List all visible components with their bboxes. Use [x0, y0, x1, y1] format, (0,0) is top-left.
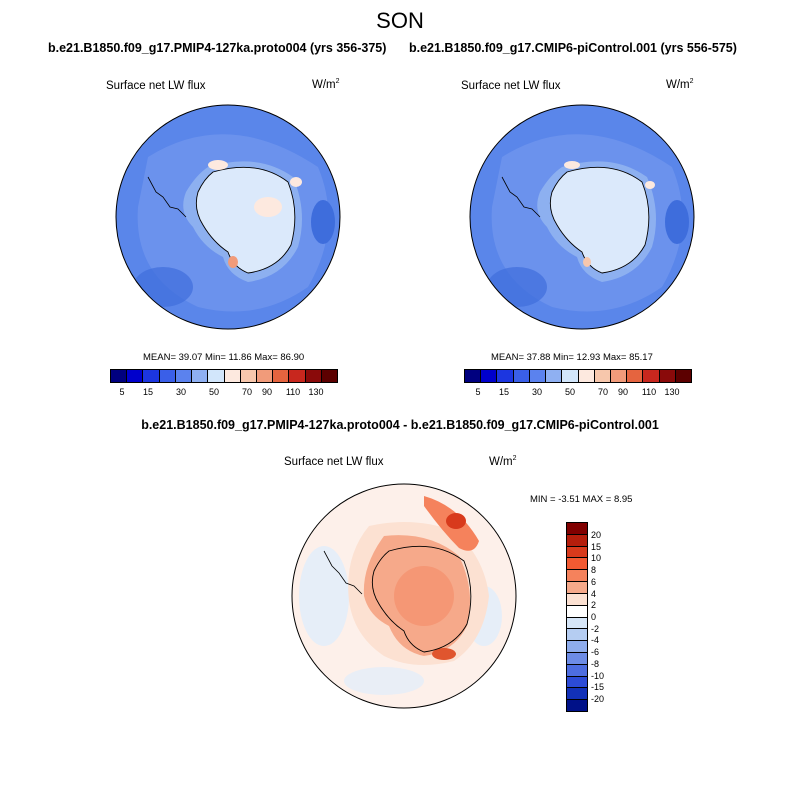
colorbar-cell — [321, 370, 338, 382]
colorbar-tick-label: -8 — [591, 659, 600, 669]
colorbar-cell — [567, 664, 587, 677]
colorbar-cell — [256, 370, 274, 382]
colorbar-tick-label: 70 — [241, 387, 253, 397]
colorbar-cell — [529, 370, 547, 382]
colorbar-tick-label: 10 — [591, 553, 602, 563]
colorbar-cell — [627, 370, 644, 382]
colorbar-tick-label: 50 — [564, 387, 576, 397]
colorbar-cell — [675, 370, 692, 382]
colorbar-cell — [567, 558, 587, 571]
colorbar-tick-label: 0 — [591, 612, 597, 622]
colorbar-cell — [546, 370, 563, 382]
panel1-polar-map — [115, 104, 341, 330]
colorbar-cell — [567, 700, 587, 711]
colorbar-tick-label: 15 — [591, 542, 602, 552]
colorbar-cell — [659, 370, 676, 382]
colorbar-tick-label: 130 — [664, 387, 680, 397]
colorbar-cell — [567, 629, 587, 642]
colorbar-tick-label: 110 — [641, 387, 657, 397]
colorbar-tick-label: 20 — [591, 530, 602, 540]
panel1-unit-label: W/m2 — [312, 78, 340, 91]
colorbar-cell — [497, 370, 514, 382]
colorbar-tick-label: -10 — [591, 671, 605, 681]
colorbar-cell — [159, 370, 176, 382]
colorbar-tick-label: -15 — [591, 682, 605, 692]
colorbar-cell — [175, 370, 193, 382]
diff-colorbar — [566, 522, 588, 712]
diff-unit-label: W/m2 — [489, 455, 517, 468]
colorbar-tick-label: 30 — [531, 387, 543, 397]
panel1-colorbar — [110, 369, 338, 383]
panel2-colorbar — [464, 369, 692, 383]
colorbar-tick-label: 15 — [498, 387, 510, 397]
colorbar-tick-label: -4 — [591, 635, 600, 645]
colorbar-cell — [567, 641, 587, 653]
colorbar-tick-label: 90 — [261, 387, 273, 397]
colorbar-cell — [208, 370, 225, 382]
colorbar-tick-label: -20 — [591, 694, 605, 704]
colorbar-cell — [562, 370, 579, 382]
colorbar-cell — [567, 676, 587, 689]
panel1-stats: MEAN= 39.07 Min= 11.86 Max= 86.90 — [143, 352, 305, 363]
colorbar-cell — [643, 370, 660, 382]
colorbar-cell — [567, 617, 587, 630]
colorbar-cell — [567, 582, 587, 594]
colorbar-tick-label: 50 — [208, 387, 220, 397]
colorbar-cell — [127, 370, 144, 382]
colorbar-cell — [567, 688, 587, 701]
colorbar-tick-label: 5 — [475, 387, 481, 397]
colorbar-cell — [240, 370, 257, 382]
diff-stats: MIN = -3.51 MAX = 8.95 — [530, 494, 633, 505]
colorbar-cell — [567, 534, 587, 547]
panel2-stats: MEAN= 37.88 Min= 12.93 Max= 85.17 — [491, 352, 653, 363]
panel2-unit-label: W/m2 — [666, 78, 694, 91]
colorbar-tick-label: -2 — [591, 624, 600, 634]
colorbar-cell — [567, 652, 587, 665]
colorbar-tick-label: 30 — [175, 387, 187, 397]
colorbar-tick-label: 130 — [308, 387, 324, 397]
colorbar-cell — [465, 370, 482, 382]
colorbar-tick-label: 2 — [591, 600, 597, 610]
colorbar-cell — [513, 370, 530, 382]
colorbar-cell — [305, 370, 322, 382]
diff-polar-map — [291, 483, 517, 709]
colorbar-cell — [273, 370, 290, 382]
colorbar-cell — [567, 605, 587, 618]
colorbar-cell — [143, 370, 160, 382]
figure-title: SON — [376, 8, 424, 33]
colorbar-cell — [567, 546, 587, 559]
colorbar-tick-label: 4 — [591, 589, 597, 599]
colorbar-tick-label: 5 — [119, 387, 125, 397]
colorbar-tick-label: 15 — [142, 387, 154, 397]
colorbar-cell — [567, 523, 587, 535]
colorbar-tick-label: 8 — [591, 565, 597, 575]
colorbar-tick-label: 110 — [285, 387, 301, 397]
colorbar-cell — [111, 370, 128, 382]
colorbar-cell — [224, 370, 241, 382]
diff-case-title: b.e21.B1850.f09_g17.PMIP4-127ka.proto004… — [141, 418, 659, 432]
colorbar-cell — [567, 593, 587, 606]
panel2-variable-label: Surface net LW flux — [461, 80, 561, 92]
panel1-case-title: b.e21.B1850.f09_g17.PMIP4-127ka.proto004… — [48, 41, 387, 55]
colorbar-cell — [567, 570, 587, 583]
colorbar-tick-label: 6 — [591, 577, 597, 587]
colorbar-cell — [192, 370, 209, 382]
colorbar-cell — [289, 370, 306, 382]
panel1-variable-label: Surface net LW flux — [106, 80, 206, 92]
colorbar-tick-label: 90 — [617, 387, 629, 397]
colorbar-tick-label: 70 — [597, 387, 609, 397]
panel2-polar-map — [469, 104, 695, 330]
colorbar-tick-label: -6 — [591, 647, 600, 657]
colorbar-cell — [594, 370, 611, 382]
panel2-case-title: b.e21.B1850.f09_g17.CMIP6-piControl.001 … — [409, 41, 737, 55]
colorbar-cell — [610, 370, 628, 382]
colorbar-cell — [578, 370, 595, 382]
colorbar-cell — [481, 370, 498, 382]
diff-variable-label: Surface net LW flux — [284, 456, 384, 468]
